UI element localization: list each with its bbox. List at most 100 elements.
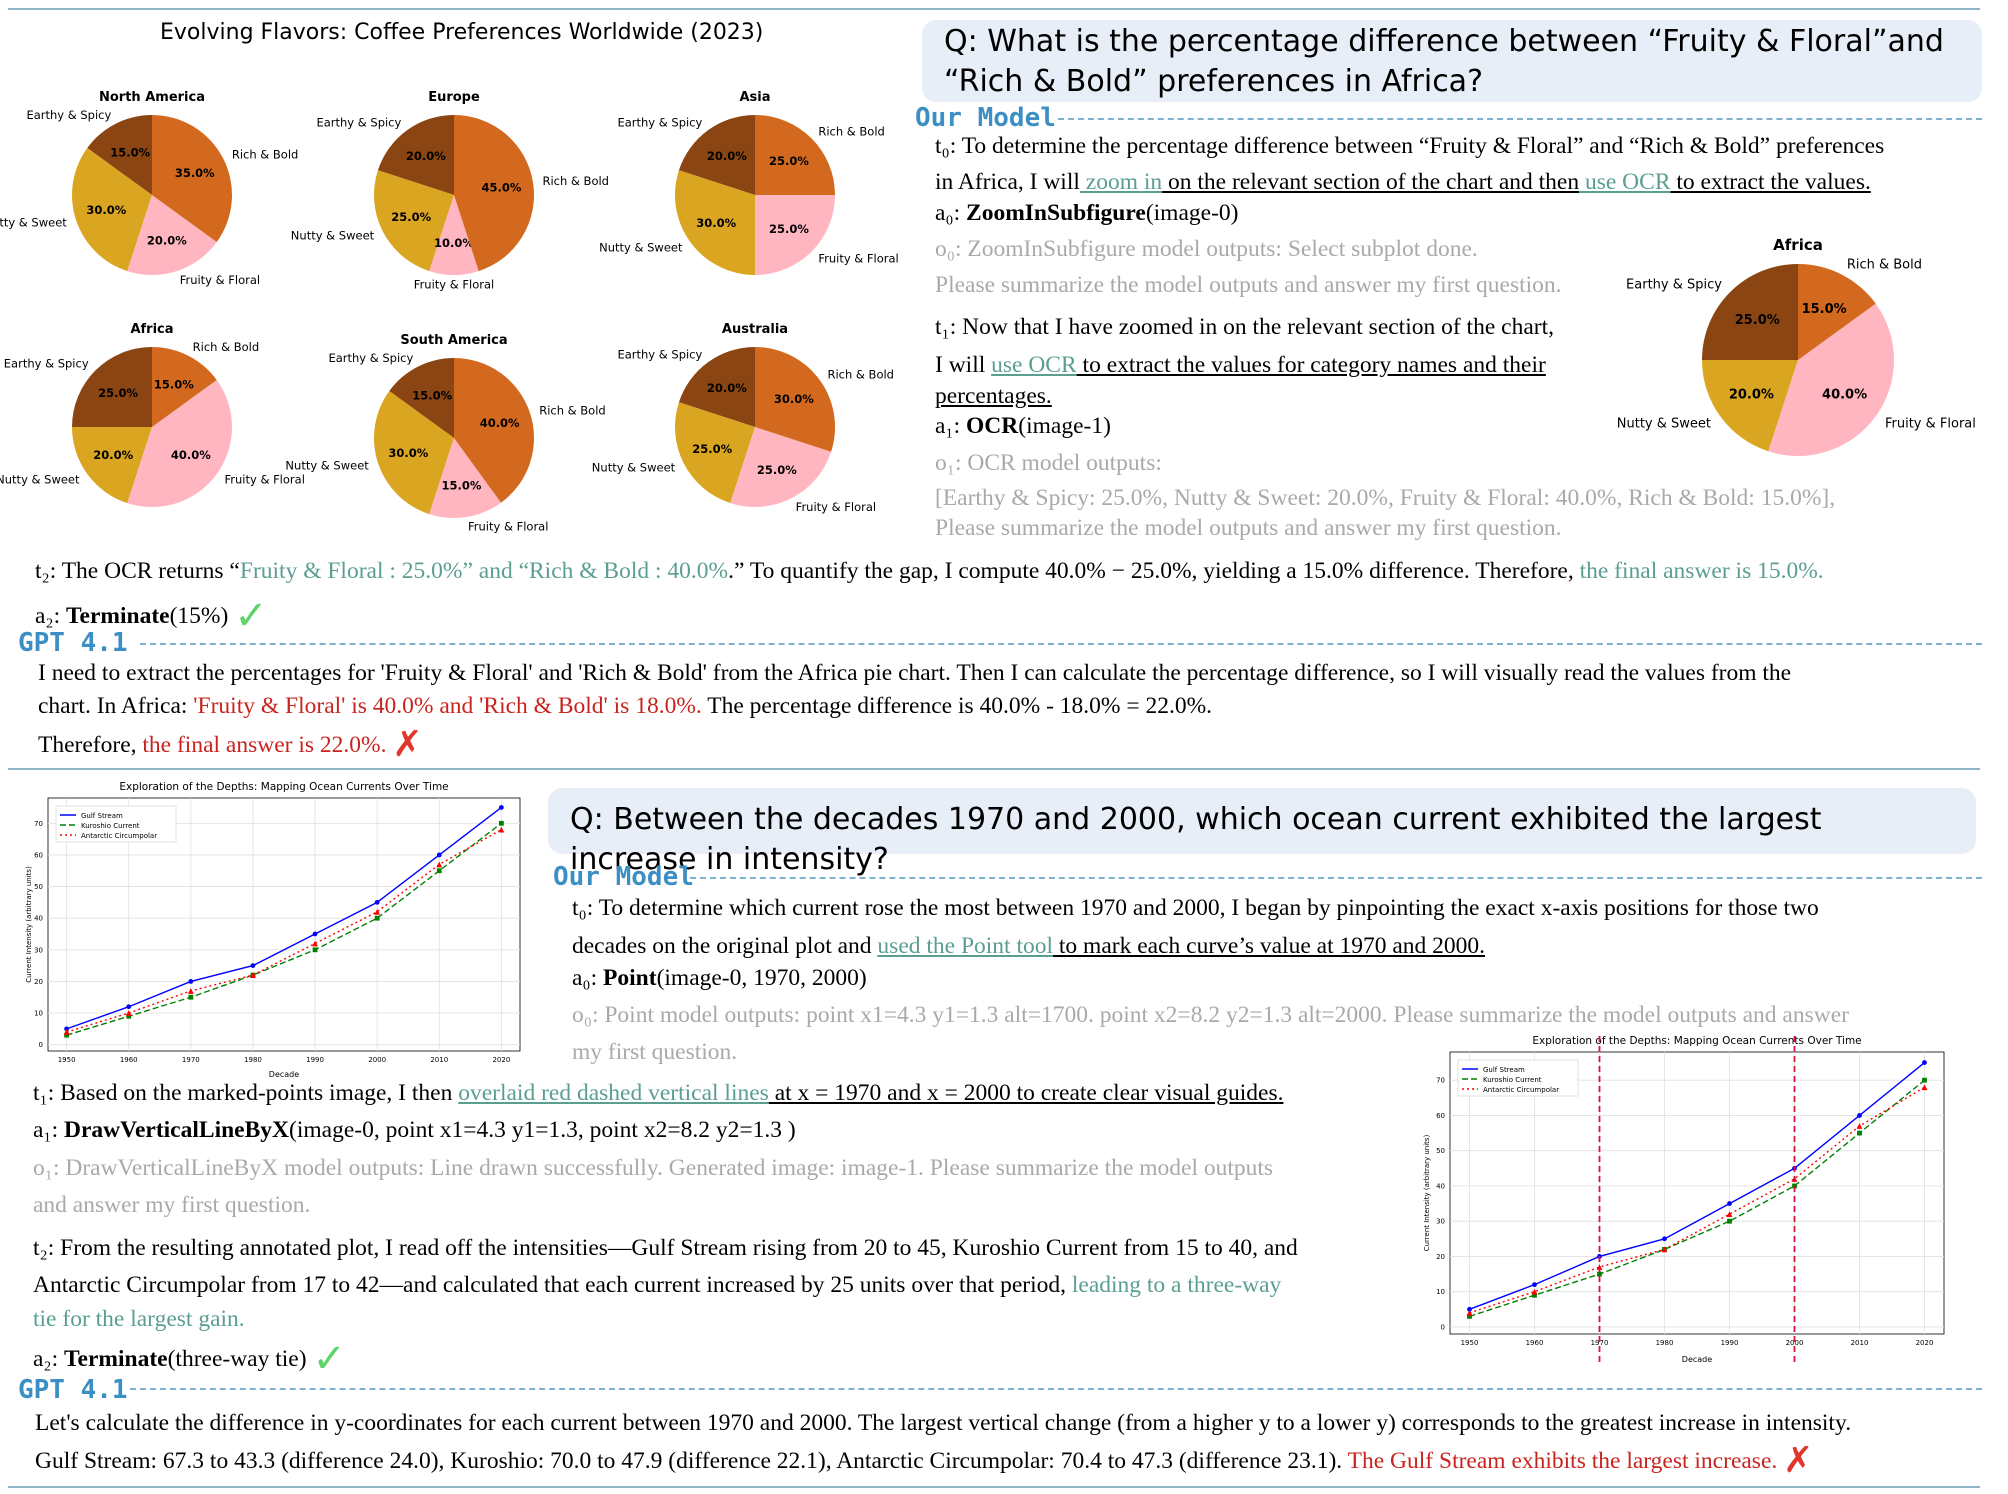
legend-label: Gulf Stream [81,812,123,820]
pie-slice [127,379,232,507]
data-point [498,820,504,826]
pie-slice [389,358,454,438]
data-point [1726,1211,1733,1218]
pie-slice [1702,264,1798,360]
pie-south-america: South America 15.0% Earthy & Spicy 30.0% Nut… [285,333,605,534]
data-point [125,1010,132,1016]
pie-pct-label: 30.0% [696,216,736,230]
pie-category-label: Rich & Bold [1847,258,1922,273]
pie-pct-label: 20.0% [707,381,747,395]
question-2: Q: Between the decades 1970 and 2000, wh… [548,788,1976,877]
data-point [1466,1309,1473,1316]
series-line [1469,1062,1925,1310]
y-tick-label: 20 [1436,1253,1445,1261]
pie-pct-label: 30.0% [86,203,126,217]
x-tick-label: 1990 [1721,1339,1739,1347]
pie-category-label: Earthy & Spicy [4,357,89,371]
pie-pct-label: 25.0% [692,442,732,456]
pie-category-label: Rich & Bold [542,174,609,188]
pie-category-label: Fruity & Floral [1885,417,1976,432]
gpt-divider-1 [140,643,1982,645]
ocean-line-chart: Exploration of the Depths: Mapping Ocean… [25,781,521,1079]
pie-slice [429,195,479,275]
data-point [250,963,256,969]
a1-line: a₁: OCR(image-1) [935,413,1111,439]
pie-slice [730,427,832,507]
pie-australia: Australia 20.0% Earthy & Spicy 25.0% Nutty &… [592,322,894,514]
gpt2-line-1: Let's calculate the difference in y-coor… [35,1410,1852,1436]
pie-category-label: Rich & Bold [193,340,260,354]
pie-pct-label: 40.0% [1822,387,1867,402]
pie-slice [374,170,454,272]
o1-line-3: Please summarize the model outputs and a… [935,515,1562,541]
check-icon: ✓ [312,1336,346,1382]
y-tick-label: 30 [34,946,43,954]
data-point [1922,1060,1927,1065]
pie-slice [152,115,233,243]
pie-pct-label: 20.0% [707,149,747,163]
plot-area [1449,1051,1945,1335]
pie-category-label: Fruity & Floral [414,278,494,292]
x-tick-label: 2010 [1851,1339,1869,1347]
legend-label: Antarctic Circumpolar [1483,1086,1559,1094]
gpt1-line-3: Therefore, the final answer is 22.0%. ✗ [38,724,423,765]
data-point [1857,1113,1862,1118]
pie-category-label: Nutty & Sweet [1617,417,1711,432]
pie-slice [755,195,835,275]
pie-category-label: Rich & Bold [232,147,298,161]
pie-category-label: Nutty & Sweet [291,229,375,243]
pie-slice [454,115,535,272]
data-point [374,915,380,921]
legend-box [1457,1059,1579,1097]
t2-line-1: t₂: The OCR returns “Fruity & Floral : 2… [35,558,1824,584]
ex2-o0-line-2: my first question. [572,1039,738,1065]
x-tick-label: 1980 [1656,1339,1674,1347]
x-tick-label: 1950 [1461,1339,1479,1347]
pie-slice [373,390,454,515]
pie-north-america: North America 15.0% Earthy & Spicy 30.0% Nut… [0,90,298,287]
legend-label: Antarctic Circumpolar [81,832,157,840]
pie-slice [152,347,217,427]
y-tick-label: 30 [1436,1218,1445,1226]
y-tick-label: 50 [1436,1147,1445,1155]
legend-box [55,805,177,843]
use-ocr-phrase: use OCR [1579,169,1671,195]
pie-pct-label: 15.0% [110,145,150,159]
pie-category-label: Fruity & Floral [818,251,898,265]
our-model-label-1: Our Model [915,103,1056,133]
pie-africa: Africa 25.0% Earthy & Spicy 20.0% Nutty & Sw… [1617,236,1976,456]
check-icon: ✓ [234,593,268,639]
data-point [1921,1084,1928,1091]
ex2-t2-line-2: Antarctic Circumpolar from 17 to 42—and … [33,1272,1282,1298]
pie-category-label: Earthy & Spicy [328,351,413,365]
data-point [64,1026,70,1032]
pie-pct-label: 30.0% [388,446,428,460]
data-point [1662,1236,1667,1242]
pie-category-label: Earthy & Spicy [316,116,401,130]
pie-slice [675,402,755,504]
x-tick-label: 1960 [120,1056,138,1064]
x-tick-label: 1960 [1526,1339,1544,1347]
y-tick-label: 40 [34,915,43,923]
data-point [1727,1201,1732,1206]
pie-title: North America [99,90,205,105]
o0-line-1: o₀: ZoomInSubfigure model outputs: Selec… [935,236,1478,262]
top-rule [8,8,1980,10]
zoom-in-phrase: zoom in [1079,169,1163,195]
y-axis-label: Current Intensity (arbitrary units) [25,866,33,983]
data-point [1727,1218,1732,1224]
y-tick-label: 50 [34,883,43,891]
data-point [63,1029,70,1035]
pie-category-label: Fruity & Floral [180,273,260,287]
data-point [126,1013,132,1019]
question-1: Q: What is the percentage difference bet… [922,20,1982,102]
ex2-t0-line-1: t₀: To determine which current rose the … [572,895,1819,921]
pie-slice [1768,303,1894,456]
pie-slice [72,347,152,427]
pie-pct-label: 20.0% [406,149,446,163]
pie-category-label: Nutty & Sweet [592,461,676,475]
pie-slice [755,347,836,452]
pie-title: Africa [130,322,173,337]
pie-category-label: Earthy & Spicy [617,116,702,130]
x-tick-label: 1990 [306,1056,324,1064]
